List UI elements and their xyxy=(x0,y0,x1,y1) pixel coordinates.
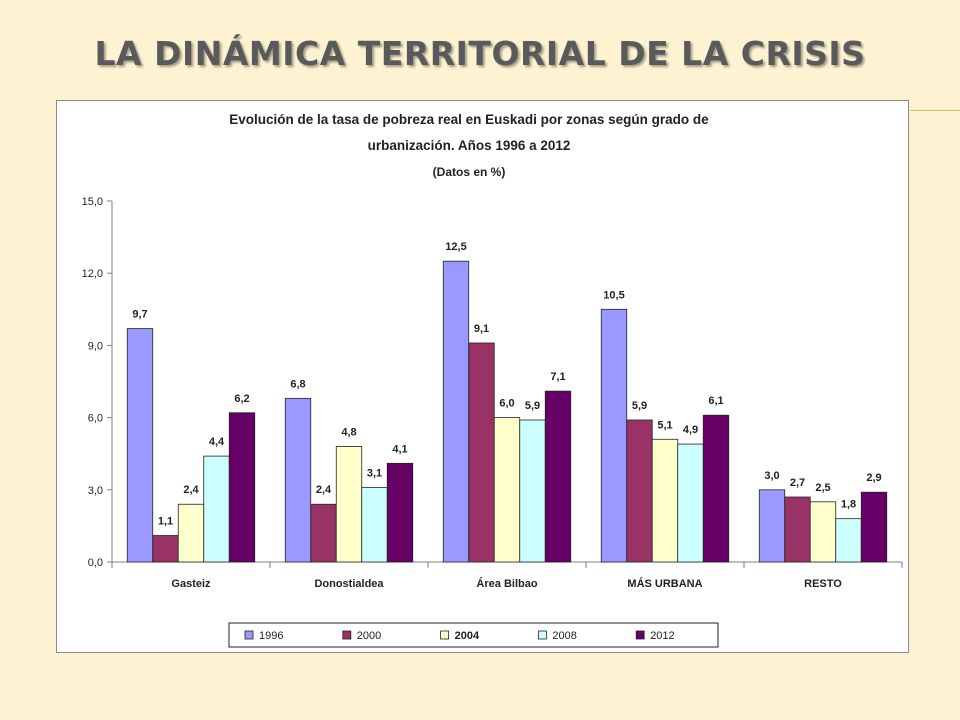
category-label: RESTO xyxy=(804,578,842,590)
bar xyxy=(544,390,572,563)
bar xyxy=(310,503,337,563)
legend-swatch xyxy=(440,630,450,640)
data-label: 4,8 xyxy=(341,426,356,438)
y-tick-label: 0,0 xyxy=(88,557,103,569)
data-label: 6,1 xyxy=(708,395,723,407)
bar xyxy=(126,328,154,563)
bar xyxy=(468,342,495,563)
legend-label: 2008 xyxy=(552,630,576,642)
data-label: 6,2 xyxy=(234,393,249,405)
bar xyxy=(651,438,679,563)
bar xyxy=(677,443,704,563)
bar xyxy=(626,419,653,563)
data-label: 6,8 xyxy=(290,378,305,390)
bar xyxy=(784,496,811,563)
data-label: 3,1 xyxy=(367,467,382,479)
data-label: 1,1 xyxy=(158,516,173,528)
chart-subtitle: (Datos en %) xyxy=(432,165,506,179)
data-label: 10,5 xyxy=(603,289,624,301)
legend-swatch xyxy=(635,630,645,640)
bar xyxy=(177,503,205,563)
bar xyxy=(442,260,470,563)
data-label: 5,1 xyxy=(657,419,672,431)
bar xyxy=(809,501,837,563)
data-label: 2,4 xyxy=(316,484,332,496)
bar xyxy=(702,414,730,563)
legend-swatch xyxy=(537,630,547,640)
legend-swatch xyxy=(244,630,254,640)
accent-line xyxy=(910,110,960,111)
data-label: 2,5 xyxy=(815,482,830,494)
data-label: 4,9 xyxy=(683,424,698,436)
bar xyxy=(758,489,786,563)
bar xyxy=(493,417,521,563)
legend-swatch xyxy=(342,630,352,640)
bar xyxy=(519,419,546,563)
y-tick-label: 3,0 xyxy=(88,485,103,497)
data-label: 2,7 xyxy=(790,477,805,489)
bar-chart: 0,0 3,0 6,0 9,0 12,0 15,0 Gasteiz 9,7 1,1 2,4 4,4 6… xyxy=(82,196,903,648)
chart-title-line-1: Evolución de la tasa de pobreza real en … xyxy=(229,112,709,127)
y-tick-label: 15,0 xyxy=(82,196,103,208)
chart-frame: Evolución de la tasa de pobreza real en … xyxy=(56,100,909,653)
bar xyxy=(835,518,862,563)
bar xyxy=(361,486,388,563)
data-label: 7,1 xyxy=(550,371,565,383)
chart-title-line-2: urbanización. Años 1996 a 2012 xyxy=(367,138,571,153)
category-label: Área Bilbao xyxy=(476,577,537,590)
data-label: 5,9 xyxy=(632,400,647,412)
category-label: Donostialdea xyxy=(314,578,384,590)
legend-label: 2004 xyxy=(455,630,480,642)
data-label: 4,4 xyxy=(209,436,225,448)
data-label: 9,7 xyxy=(132,309,147,321)
category-label: Gasteiz xyxy=(171,578,211,590)
legend-label: 1996 xyxy=(259,630,283,642)
y-tick-label: 9,0 xyxy=(88,340,103,352)
data-label: 2,9 xyxy=(866,472,881,484)
data-label: 9,1 xyxy=(474,323,489,335)
data-label: 12,5 xyxy=(445,241,466,253)
y-tick-label: 12,0 xyxy=(82,268,103,280)
bar xyxy=(228,412,256,563)
y-tick-label: 6,0 xyxy=(88,413,103,425)
chart-title: Evolución de la tasa de pobreza real en … xyxy=(119,107,819,185)
data-label: 4,1 xyxy=(392,443,407,455)
legend-label: 2000 xyxy=(357,630,381,642)
data-label: 3,0 xyxy=(764,470,779,482)
bar xyxy=(860,491,888,563)
bar xyxy=(600,308,628,563)
data-label: 6,0 xyxy=(499,398,514,410)
bar xyxy=(203,455,230,563)
data-label: 2,4 xyxy=(183,484,199,496)
legend-label: 2012 xyxy=(650,630,674,642)
bar xyxy=(284,397,312,563)
bar xyxy=(152,535,179,563)
bar xyxy=(335,446,363,563)
slide-title: LA DINÁMICA TERRITORIAL DE LA CRISIS xyxy=(94,34,866,73)
data-label: 5,9 xyxy=(525,400,540,412)
data-label: 1,8 xyxy=(841,499,856,511)
category-label: MÁS URBANA xyxy=(627,577,702,590)
bar xyxy=(386,462,414,563)
